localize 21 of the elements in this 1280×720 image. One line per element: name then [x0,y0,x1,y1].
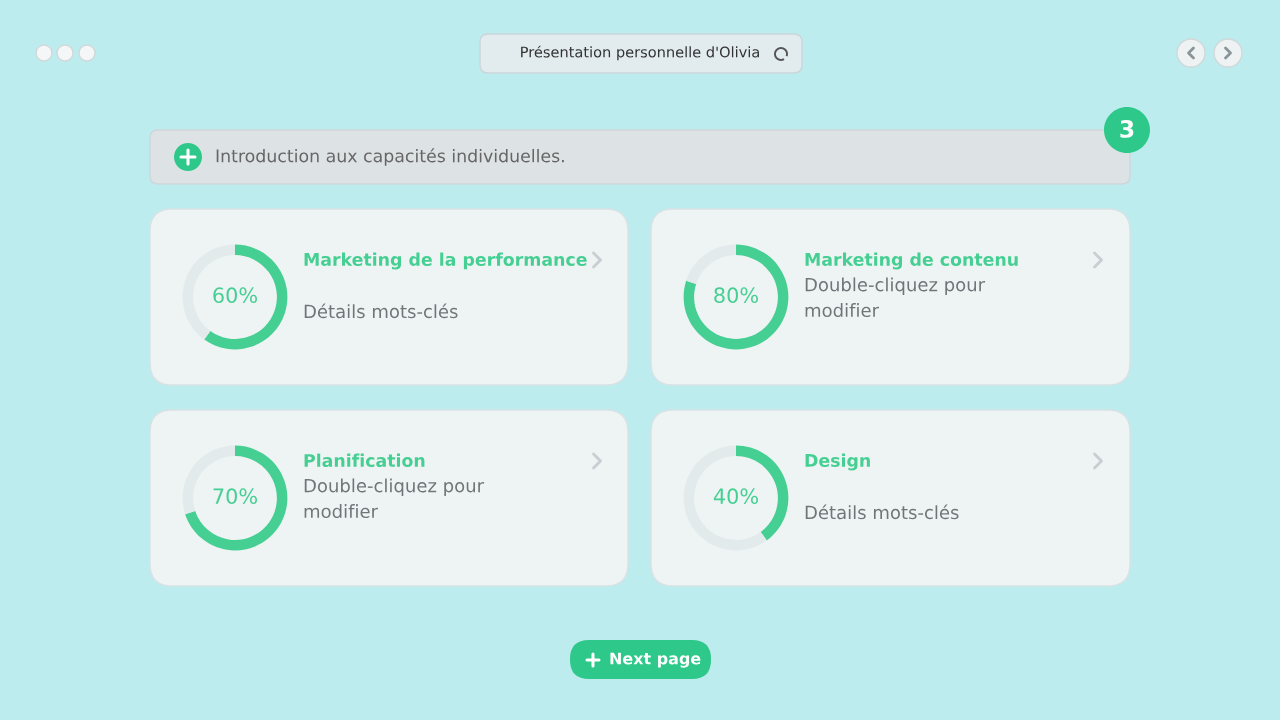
text: Double-cliquez pour modifier [304,478,485,519]
text: Présentation personnelle d'Olivia [521,45,759,61]
text: Détails mots-clés [304,303,458,319]
donut-slice [683,244,789,350]
donut-slice [683,445,767,551]
data-label: 80% [714,287,758,304]
donut-slice [185,445,288,551]
text: Planification [304,453,425,468]
text: Design [805,453,870,471]
data-label: 40% [713,488,758,505]
text: Next page [610,652,701,668]
text: 3 [1120,119,1134,138]
donut-slice [204,244,288,350]
text: Détails mots-clés [805,504,959,520]
data-label: 70% [213,488,257,505]
donut-slice [686,244,736,285]
text: Double-cliquez pour modifier [805,277,986,318]
data-label: 60% [213,287,257,304]
text: Marketing de la performance [304,252,587,270]
text: Introduction aux capacités individuelles. [216,148,564,166]
text: Marketing de contenu [805,252,1018,270]
